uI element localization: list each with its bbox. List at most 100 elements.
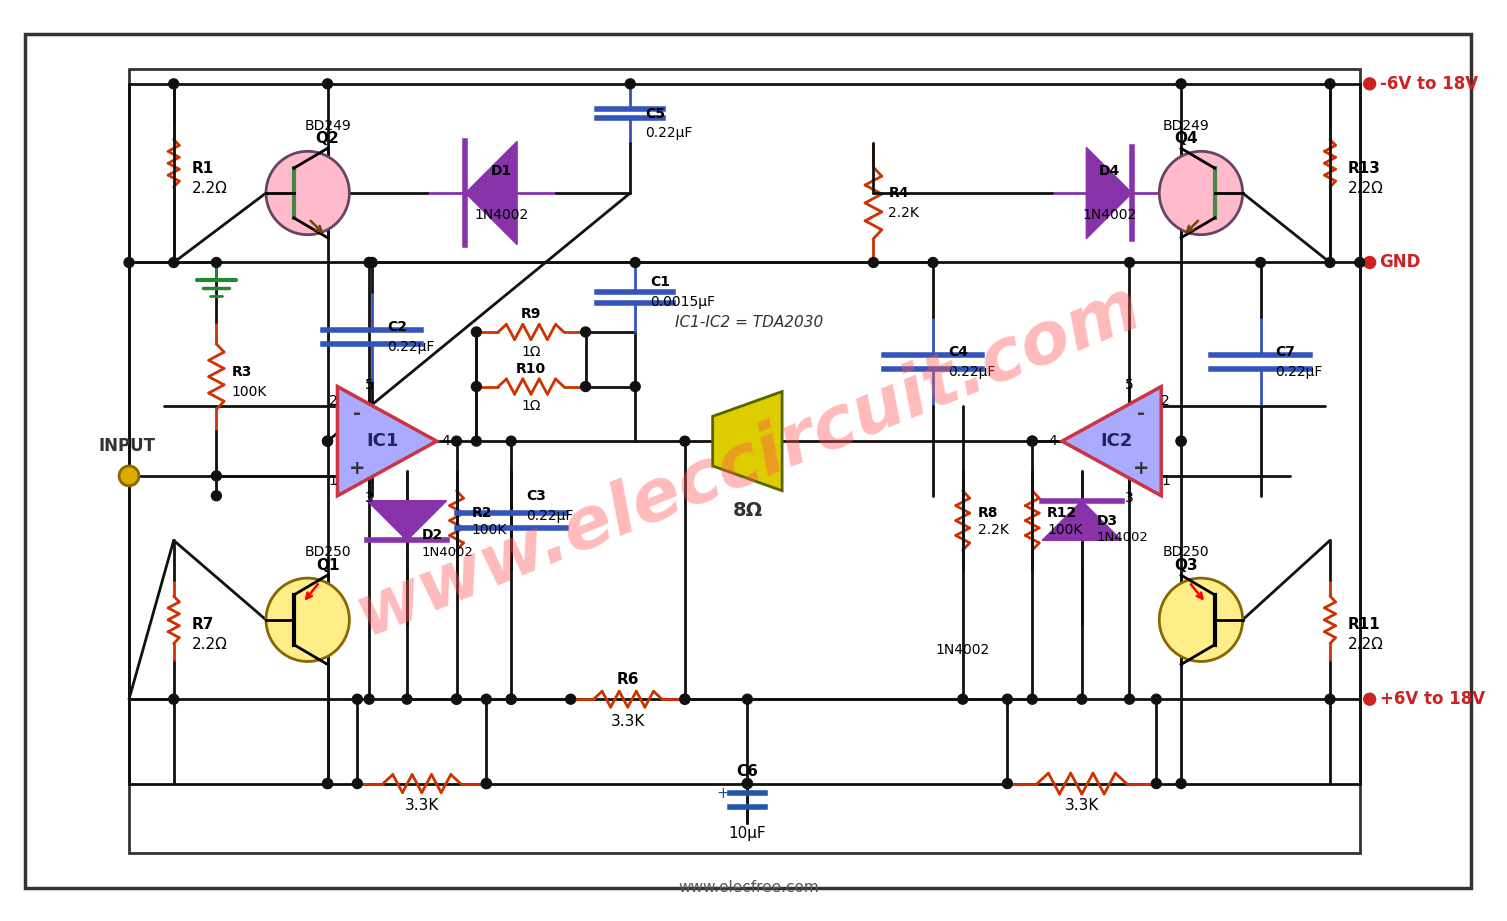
Text: Q2: Q2 [315,131,339,146]
Circle shape [481,694,491,705]
Text: 3.3K: 3.3K [405,798,439,813]
Text: 0.0015μF: 0.0015μF [650,296,716,309]
Text: 2.2Ω: 2.2Ω [1347,637,1383,652]
Text: 2.2Ω: 2.2Ω [1347,181,1383,195]
Circle shape [1028,437,1037,446]
Circle shape [565,694,576,705]
Circle shape [680,694,690,705]
Circle shape [322,778,333,788]
Circle shape [580,381,591,391]
Text: 2.2Ω: 2.2Ω [191,637,228,652]
Text: 1N4002: 1N4002 [475,208,529,222]
Circle shape [1002,778,1013,788]
Circle shape [322,437,333,446]
Circle shape [211,258,222,267]
Text: R3: R3 [231,365,252,379]
Circle shape [322,79,333,88]
Circle shape [353,778,362,788]
Text: BD249: BD249 [304,119,351,133]
Circle shape [506,437,515,446]
Circle shape [630,258,640,267]
Text: Q3: Q3 [1174,558,1198,573]
Text: R6: R6 [616,671,639,687]
Text: 10μF: 10μF [728,826,766,841]
Text: +: + [716,786,729,801]
Circle shape [169,258,179,267]
Text: -: - [1138,403,1145,423]
Text: 1N4002: 1N4002 [422,546,473,559]
Polygon shape [368,501,446,541]
Text: D3: D3 [1097,514,1118,528]
Polygon shape [1087,147,1132,239]
Circle shape [267,578,350,661]
Circle shape [958,694,967,705]
Circle shape [1255,258,1266,267]
Circle shape [1364,694,1376,705]
Text: 100K: 100K [231,385,267,399]
Text: BD250: BD250 [304,545,351,559]
Polygon shape [466,142,517,245]
Text: 1: 1 [329,473,338,488]
Text: 3: 3 [1126,491,1133,505]
Circle shape [580,327,591,337]
Circle shape [472,327,481,337]
Text: R2: R2 [472,506,491,519]
Circle shape [868,258,879,267]
Text: 2.2Ω: 2.2Ω [191,181,228,195]
Circle shape [267,151,350,235]
Circle shape [1325,79,1335,88]
Text: -: - [353,403,362,423]
Text: 1N4002: 1N4002 [1082,208,1136,222]
Text: BD250: BD250 [1163,545,1210,559]
Circle shape [1124,694,1135,705]
Circle shape [353,694,362,705]
Circle shape [481,778,491,788]
Text: 3.3K: 3.3K [610,714,645,729]
Circle shape [402,694,411,705]
Circle shape [452,694,461,705]
Text: R8: R8 [978,506,998,519]
Circle shape [481,778,491,788]
Circle shape [1175,437,1186,446]
Text: Q4: Q4 [1174,131,1198,146]
Text: R1: R1 [191,160,214,176]
Text: 5: 5 [365,378,374,391]
Text: 3.3K: 3.3K [1064,798,1099,813]
Text: 4: 4 [442,434,451,449]
Text: INPUT: INPUT [98,437,155,455]
Text: 2.2K: 2.2K [888,206,919,220]
Circle shape [169,694,179,705]
Circle shape [1159,151,1243,235]
Circle shape [169,79,179,88]
Circle shape [472,381,481,391]
Text: -6V to 18V: -6V to 18V [1379,75,1478,93]
Polygon shape [1062,387,1162,495]
Polygon shape [338,387,437,495]
Circle shape [1325,694,1335,705]
Circle shape [1159,578,1243,661]
Circle shape [743,778,752,788]
Circle shape [365,258,374,267]
Text: D2: D2 [422,529,443,542]
Text: Q1: Q1 [316,558,339,573]
Text: +: + [350,460,366,478]
Text: 2.2K: 2.2K [978,523,1008,538]
Text: 2: 2 [1162,394,1169,408]
Circle shape [1078,694,1087,705]
Text: C4: C4 [948,344,967,359]
Text: 100K: 100K [472,523,506,538]
Text: 4: 4 [1049,434,1056,449]
Text: 1N4002: 1N4002 [936,643,990,657]
Circle shape [625,79,636,88]
Circle shape [322,437,333,446]
Circle shape [1325,258,1335,267]
Bar [130,69,1359,853]
Text: 3: 3 [365,491,374,505]
Text: R12: R12 [1047,506,1078,519]
Text: 8Ω: 8Ω [732,501,763,520]
Circle shape [630,381,640,391]
Text: 1: 1 [1162,473,1169,488]
Text: 5: 5 [1126,378,1133,391]
Text: C3: C3 [526,489,546,503]
Circle shape [119,466,139,485]
